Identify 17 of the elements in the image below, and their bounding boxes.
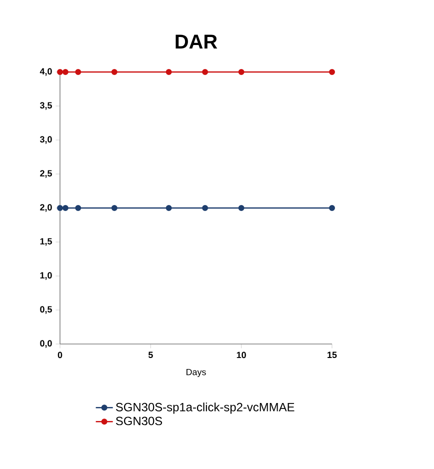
y-tick-label: 2,0 [40,204,52,212]
legend-label: SGN30S-sp1a-click-sp2-vcMMAE [116,402,294,414]
y-tick-label: 1,0 [40,272,52,280]
y-tick-label: 0,5 [40,306,52,314]
y-tick-label: 3,5 [40,102,52,110]
chart-title: DAR [176,34,218,48]
y-tick-label: 0,0 [40,340,52,348]
y-tick-label: 1,5 [40,238,52,246]
x-tick-label: 15 [328,352,337,358]
x-tick-label: 10 [236,352,246,358]
y-tick-label: 4,0 [40,68,52,76]
y-tick-label: 2,5 [40,170,52,178]
x-tick-label: 5 [148,352,153,358]
x-axis-title: Days [186,368,206,377]
legend-label: SGN30S [116,416,162,426]
y-tick-label: 3,0 [40,136,52,144]
x-tick-label: 0 [58,352,62,358]
